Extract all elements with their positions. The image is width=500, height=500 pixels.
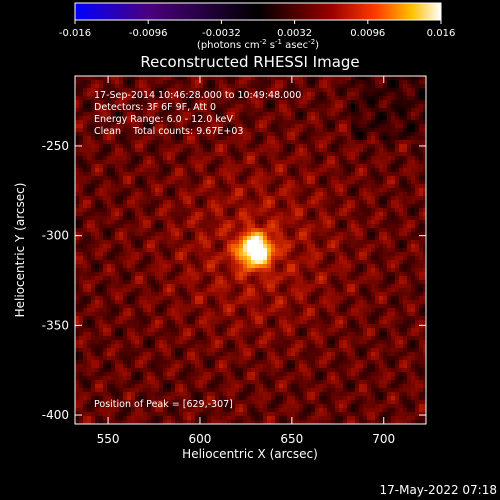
y-tick-label: -400 <box>42 408 69 422</box>
x-tick-label: 700 <box>372 432 395 446</box>
colorbar <box>75 3 441 20</box>
colorbar-tick-label: 0.016 <box>427 28 456 39</box>
annotation-detectors: Detectors: 3F 6F 9F, Att 0 <box>94 102 216 113</box>
heatmap-image <box>75 76 426 424</box>
colorbar-tick-label: -0.0032 <box>202 28 241 39</box>
y-axis-ticks: -250 -300 -350 -400 <box>42 139 426 422</box>
y-tick-label: -250 <box>42 139 69 153</box>
x-tick-label: 550 <box>97 432 120 446</box>
y-axis-label: Heliocentric Y (arcsec) <box>13 183 27 318</box>
colorbar-tick-label: 0.0032 <box>277 28 312 39</box>
colorbar-tick-label: 0.0096 <box>350 28 385 39</box>
x-axis-label: Heliocentric X (arcsec) <box>182 447 318 461</box>
colorbar-tick-label: -0.0096 <box>129 28 168 39</box>
x-tick-label: 650 <box>280 432 303 446</box>
annotation-time-range: 17-Sep-2014 10:46:28.000 to 10:49:48.000 <box>94 90 301 101</box>
x-axis-ticks: 550 600 650 700 <box>97 76 395 446</box>
chart-title: Reconstructed RHESSI Image <box>140 53 359 71</box>
footer-timestamp: 17-May-2022 07:18 <box>380 483 497 497</box>
colorbar-ticks: -0.016 -0.0096 -0.0032 0.0032 0.0096 0.016 <box>59 20 455 39</box>
annotation-energy-range: Energy Range: 6.0 - 12.0 keV <box>94 114 233 125</box>
annotation-clean-counts: Clean Total counts: 9.67E+03 <box>94 126 243 137</box>
plot-frame <box>74 75 427 425</box>
colorbar-frame <box>74 2 442 21</box>
y-tick-label: -300 <box>42 229 69 243</box>
peak-position-label: Position of Peak = [629,-307] <box>94 399 233 410</box>
x-tick-label: 600 <box>189 432 212 446</box>
colorbar-tick-label: -0.016 <box>59 28 91 39</box>
y-tick-label: -350 <box>42 318 69 332</box>
colorbar-unit-label: (photons cm-2 s-1 asec-2) <box>197 38 319 51</box>
